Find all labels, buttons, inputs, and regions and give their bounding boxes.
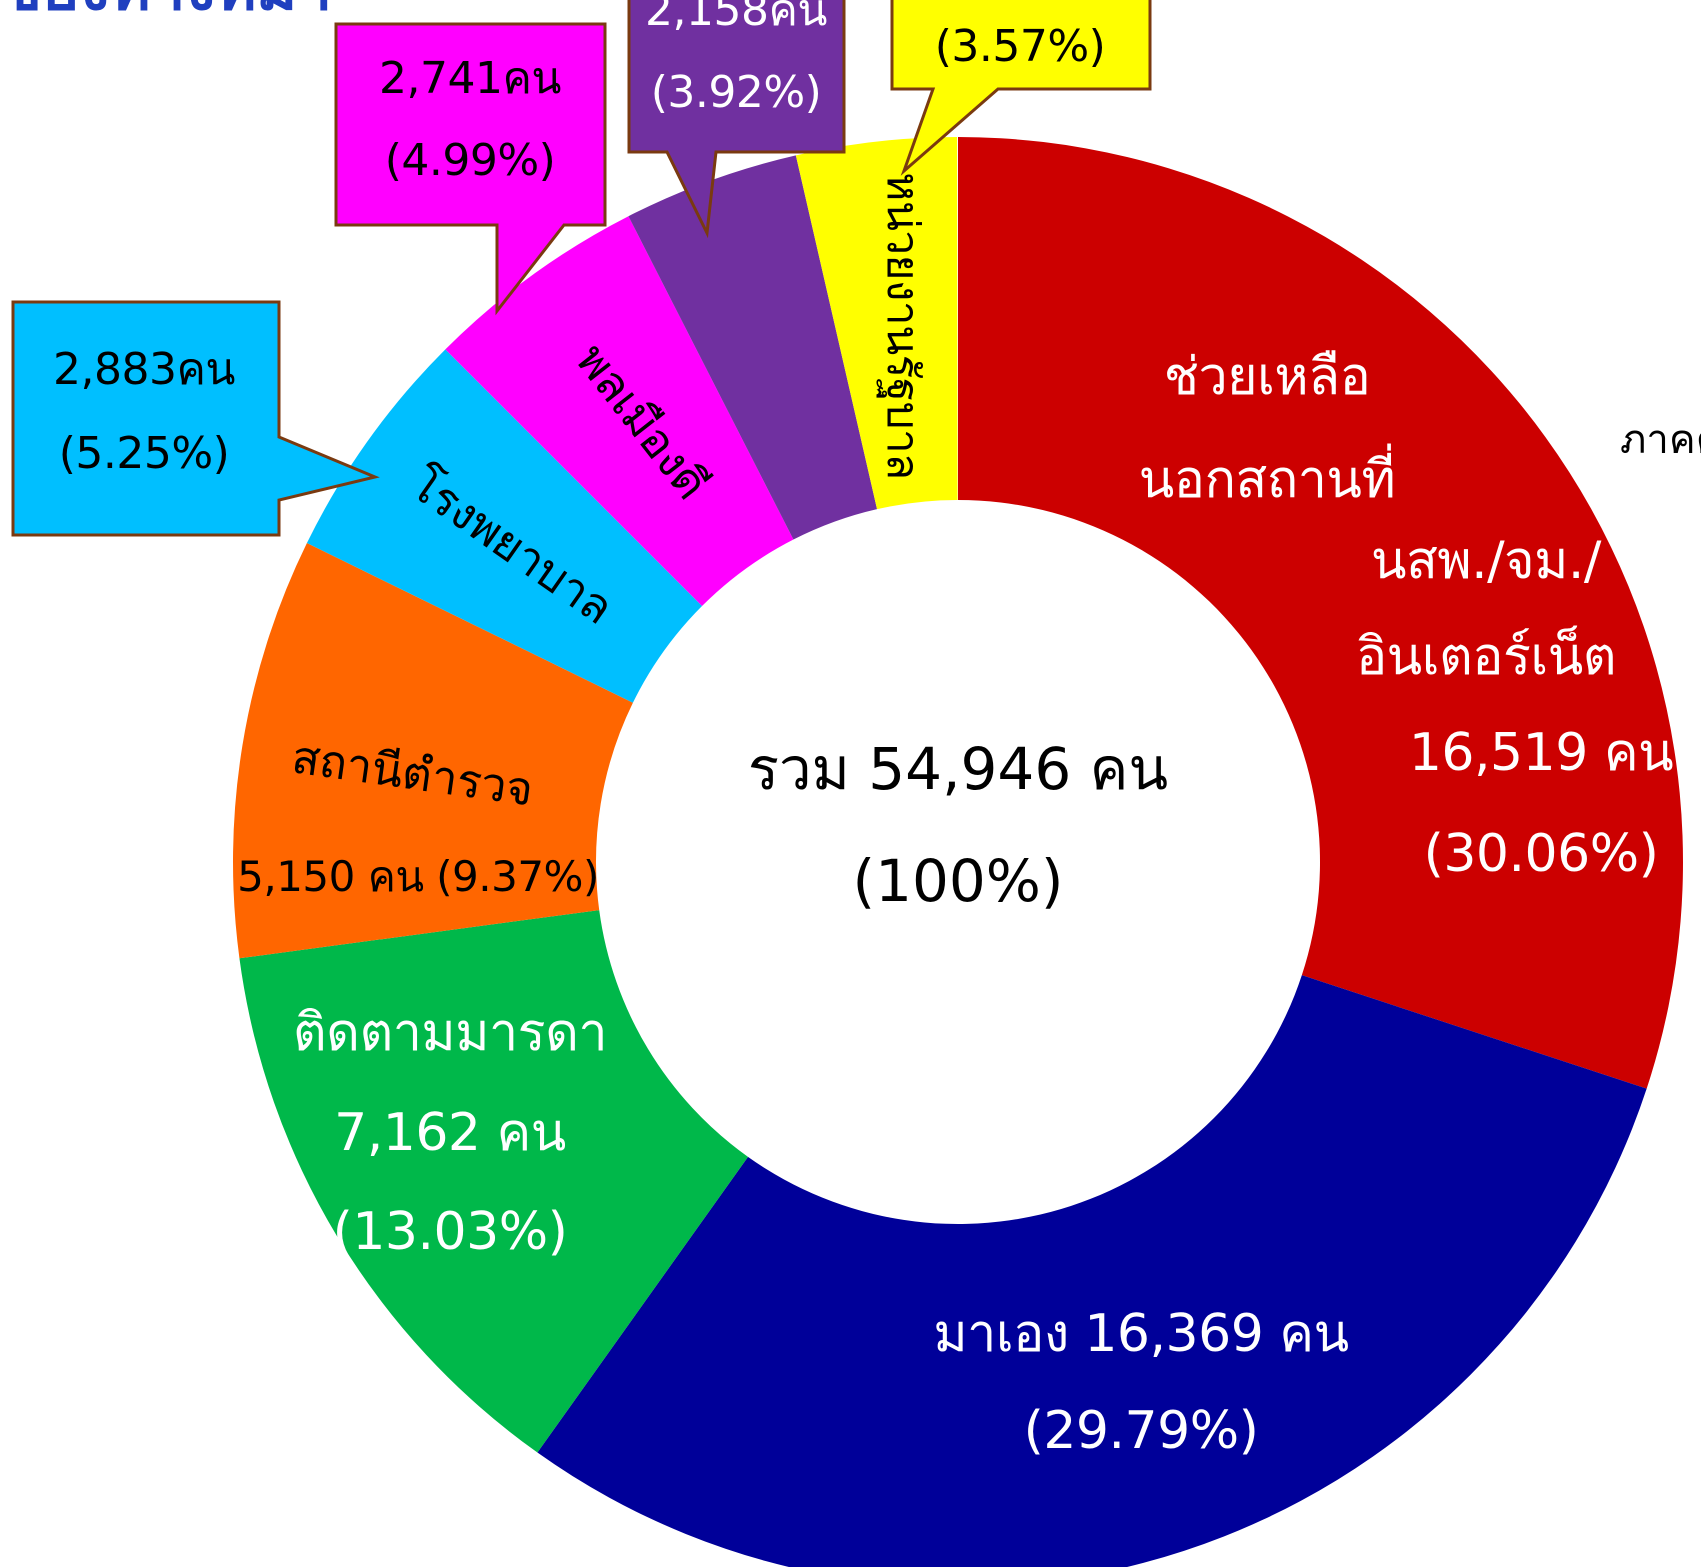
data-label: 5,150 คน (9.37%) [237,852,599,901]
data-label: (3.92%) [651,67,822,118]
slice [233,543,633,959]
data-label: หน่วยงานรัฐบาล [877,172,928,479]
data-label: ช่วยเหลือ [1164,347,1371,407]
slice [795,137,958,510]
label: 2,741คน [379,53,561,104]
data-label: (3.57%) [935,21,1106,72]
label: (3.92%) [651,67,822,118]
label: (5.25%) [59,428,230,479]
center-label: รวม 54,946 คน [748,735,1168,803]
label: (30.06%) [1424,824,1659,884]
slice [537,975,1647,1567]
data-label: 2,883คน [53,344,235,395]
slice [958,137,1683,1089]
label: (4.99%) [385,135,556,186]
annotation: ภาคค [1620,417,1701,463]
label: อินเตอร์เน็ต [1356,626,1616,687]
label: ช่วยเหลือ [1164,347,1371,407]
data-label: มาเอง 16,369 คน [933,1304,1348,1364]
data-label: 2,741คน [379,53,561,104]
data-label: (5.25%) [59,428,230,479]
data-label: 2,158คน [645,0,827,36]
label: 16,519 คน [1409,723,1673,783]
label: 5,150 คน [237,852,423,901]
label: 2,158คน [645,0,827,36]
slice [445,216,794,607]
chart-title: ช่องทางที่มา [0,0,332,24]
slice [306,349,703,703]
data-label: (30.06%) [1424,824,1659,884]
center-label: (100%) [852,847,1063,915]
data-label: ติดตามมารดา [293,1003,607,1063]
label: (3.57%) [935,21,1106,72]
label: (13.03%) [333,1202,568,1262]
data-label: 7,162 คน [334,1103,566,1163]
data-label: (29.79%) [1024,1401,1259,1461]
callout-box [11,300,380,537]
label: 2,883คน [53,344,235,395]
callout-box [627,0,846,239]
label: (29.79%) [1024,1401,1259,1461]
label: ติดตามมารดา [293,1003,607,1063]
slice [628,155,878,540]
label: หน่วยงานรัฐบาล [877,172,928,479]
label: นสพ./จม./ [1371,531,1602,591]
value-label: (9.37%) [436,852,599,901]
donut [233,137,1683,1567]
data-label: (13.03%) [333,1202,568,1262]
value-label: 16,369 คน [1084,1304,1348,1364]
data-label: 16,519 คน [1409,723,1673,783]
data-label: อินเตอร์เน็ต [1356,626,1616,687]
data-label: (4.99%) [385,135,556,186]
callout-box [334,22,607,316]
label: 7,162 คน [334,1103,566,1163]
data-label: นสพ./จม./ [1371,531,1602,591]
label: มาเอง [933,1304,1068,1364]
callout-box [890,0,1152,176]
slice [239,910,748,1453]
data-label: นอกสถานที่ [1139,443,1396,510]
label: นอกสถานที่ [1139,443,1396,510]
